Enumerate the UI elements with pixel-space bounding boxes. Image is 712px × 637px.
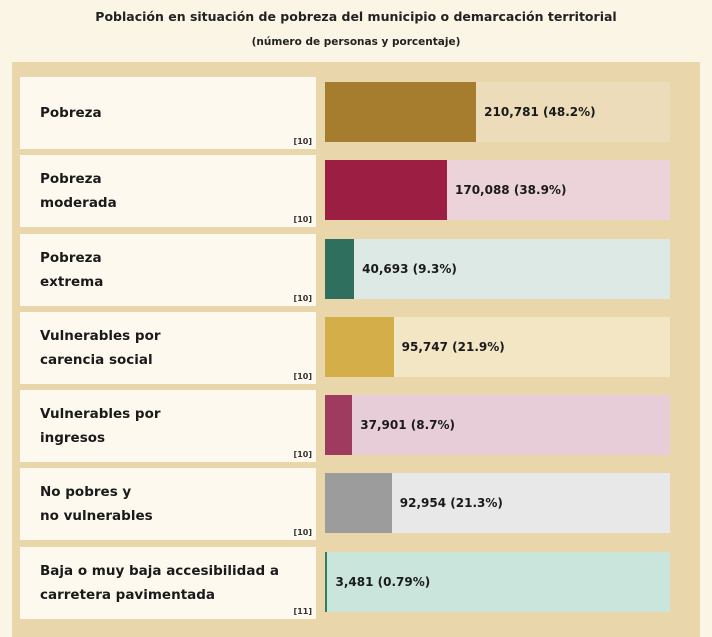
bar <box>325 82 477 142</box>
reference-note: [10] <box>293 137 312 146</box>
bar <box>325 160 447 221</box>
category-label: Pobreza moderada <box>40 171 117 212</box>
value-label: 210,781 (48.2%) <box>484 105 596 119</box>
label-box: Baja o muy baja accesibilidad a carreter… <box>20 546 316 619</box>
reference-note: [10] <box>293 371 312 381</box>
bar <box>325 316 394 377</box>
row: Pobreza moderada [10] 170,088 (38.9%) <box>20 155 700 228</box>
category-label: Pobreza extrema <box>40 249 104 290</box>
row: Vulnerables por carencia social [10] 95,74… <box>20 311 700 384</box>
category-label: Vulnerables por carencia social <box>40 327 161 368</box>
bar <box>325 473 392 534</box>
row: Pobreza extrema [10] 40,693 (9.3%) <box>20 233 700 306</box>
reference-note: [10] <box>293 450 312 460</box>
row: No pobres y no vulnerables [10] 92,954 (21… <box>20 468 700 541</box>
reference-note: [10] <box>293 528 312 538</box>
category-label: Vulnerables por ingresos <box>40 406 161 447</box>
value-label: 3,481 (0.79%) <box>335 574 431 589</box>
reference-note: [11] <box>293 606 312 616</box>
bar-track: 37,901 (8.7%) <box>325 395 670 456</box>
label-box: No pobres y no vulnerables [10] <box>20 468 316 541</box>
reference-note: [10] <box>293 293 312 303</box>
bar-track: 95,747 (21.9%) <box>325 316 670 377</box>
value-label: 40,693 (9.3%) <box>362 261 457 276</box>
label-box: Vulnerables por ingresos [10] <box>20 390 316 463</box>
bar-track: 210,781 (48.2%) <box>325 82 670 142</box>
rows: Pobreza [10] 210,781 (48.2%) Pobreza modera… <box>20 77 700 625</box>
value-label: 37,901 (8.7%) <box>360 418 456 433</box>
bar-track: 3,481 (0.79%) <box>325 551 670 612</box>
reference-note: [10] <box>293 215 312 225</box>
category-label: No pobres y no vulnerables <box>40 484 153 525</box>
chart-title: Población en situación de pobreza del mu… <box>95 9 617 24</box>
row: Vulnerables por ingresos [10] 37,901 (8.7%… <box>20 390 700 463</box>
panel: Pobreza [10] 210,781 (48.2%) Pobreza modera… <box>12 62 700 637</box>
label-box: Pobreza [10] <box>20 77 316 149</box>
bar <box>325 551 328 612</box>
chart-subtitle: (número de personas y porcentaje) <box>251 36 461 48</box>
bar-track: 170,088 (38.9%) <box>325 160 670 221</box>
value-label: 92,954 (21.3%) <box>399 496 503 511</box>
label-box: Vulnerables por carencia social [10] <box>20 311 316 384</box>
row: Baja o muy baja accesibilidad a carreter… <box>20 546 700 619</box>
bar <box>325 395 353 456</box>
bar-track: 92,954 (21.3%) <box>325 473 670 534</box>
value-label: 170,088 (38.9%) <box>455 183 567 198</box>
row: Pobreza [10] 210,781 (48.2%) <box>20 77 700 149</box>
category-label: Pobreza <box>40 105 102 121</box>
category-label: Baja o muy baja accesibilidad a carreter… <box>40 562 279 603</box>
value-label: 95,747 (21.9%) <box>401 339 505 354</box>
label-box: Pobreza moderada [10] <box>20 155 316 228</box>
bar <box>325 238 355 299</box>
bar-track: 40,693 (9.3%) <box>325 238 670 299</box>
label-box: Pobreza extrema [10] <box>20 233 316 306</box>
